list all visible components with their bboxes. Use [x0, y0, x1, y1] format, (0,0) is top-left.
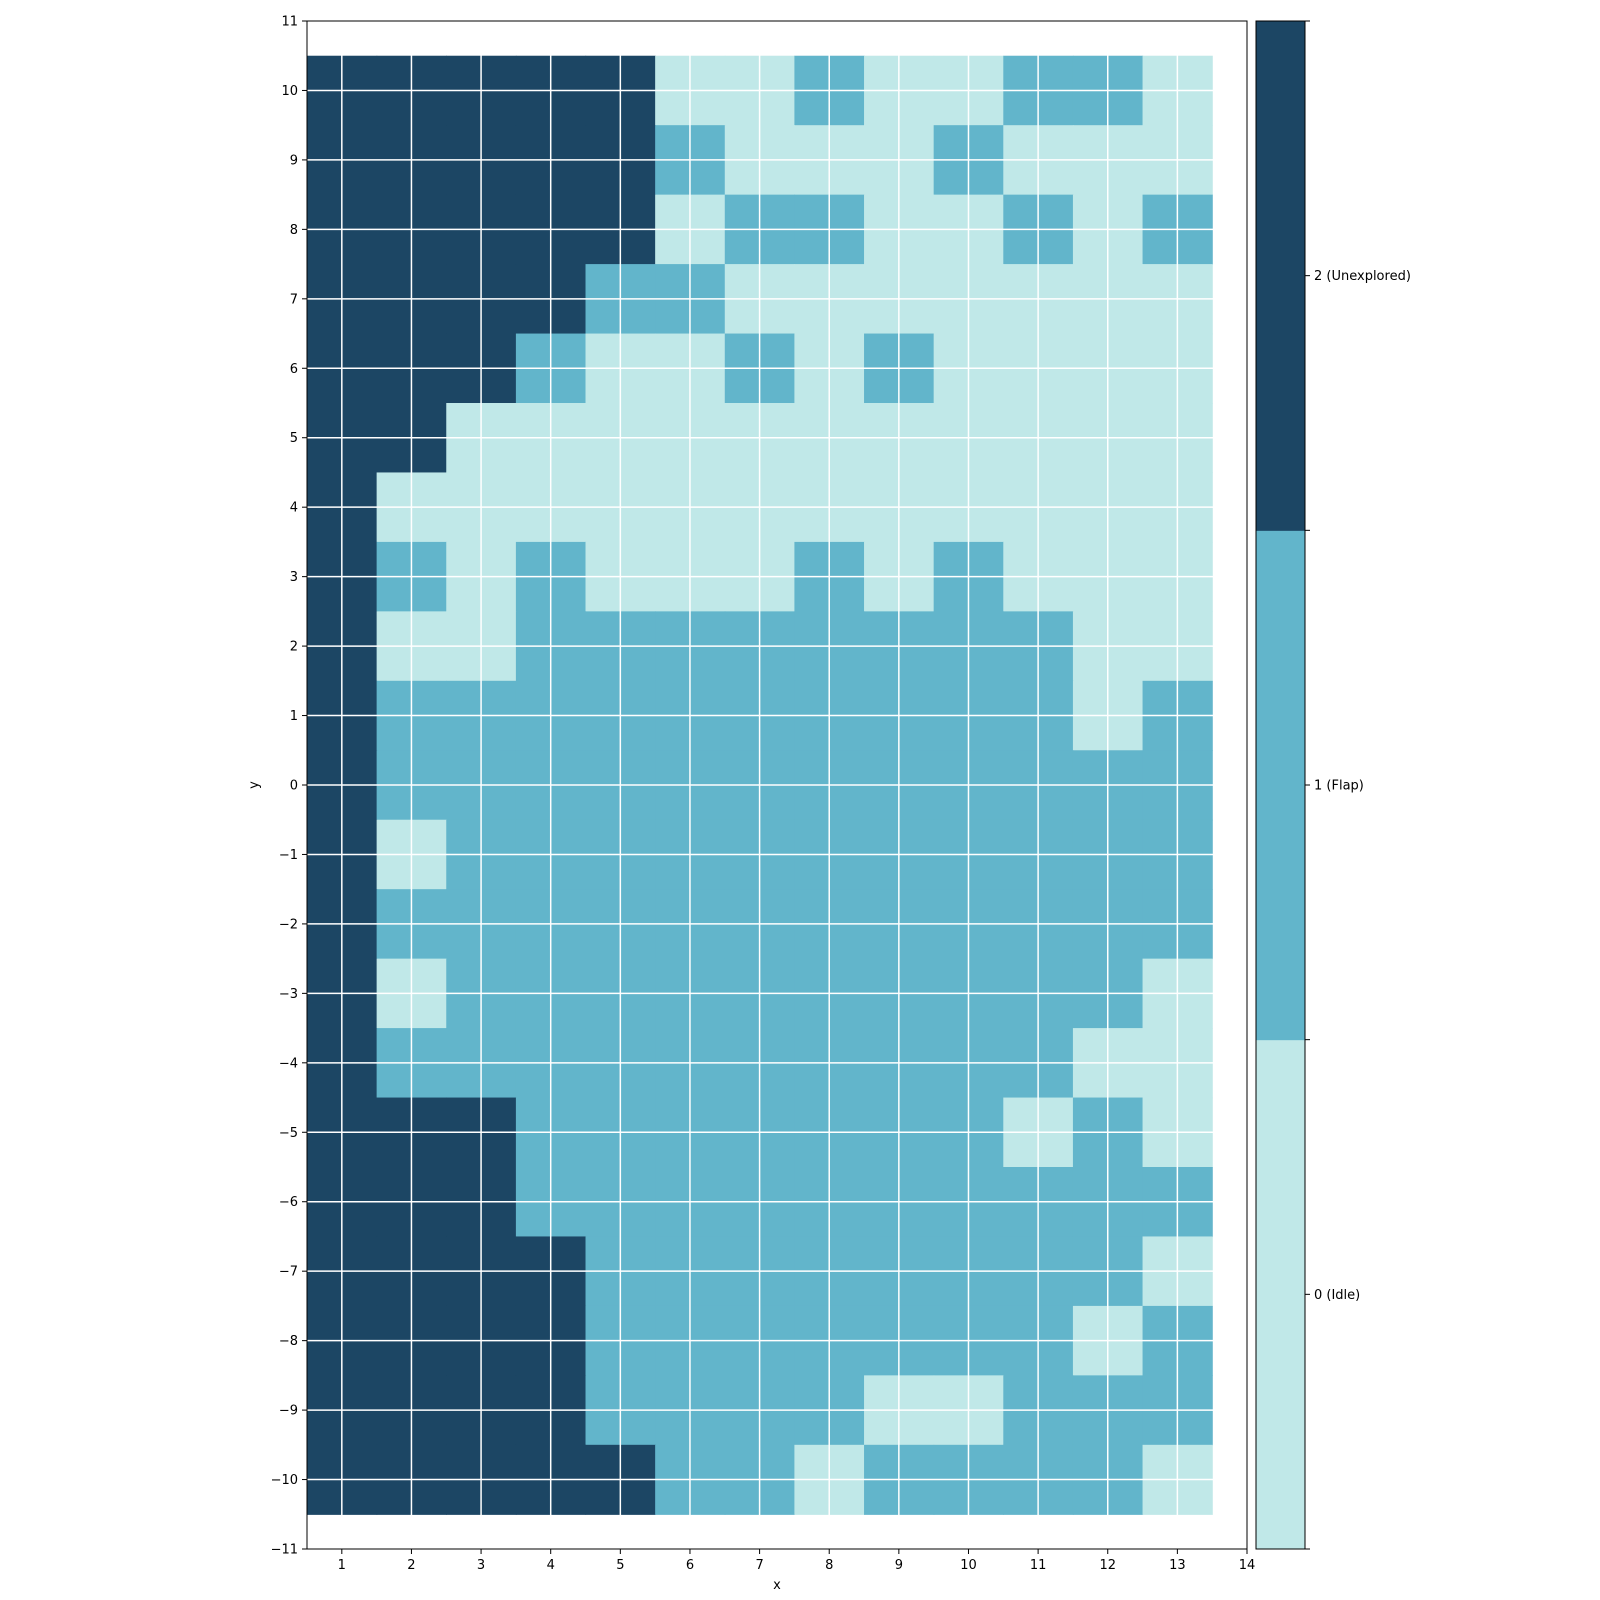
x-axis-label: x: [773, 1578, 781, 1593]
y-tick-label: −11: [271, 1543, 298, 1558]
y-tick-label: 11: [281, 15, 298, 30]
x-tick-label: 11: [1030, 1558, 1047, 1573]
x-tick-label: 9: [895, 1558, 903, 1573]
x-tick-label: 8: [825, 1558, 833, 1573]
y-tick-label: −4: [279, 1056, 298, 1071]
x-tick-label: 10: [960, 1558, 977, 1573]
x-tick-label: 4: [547, 1558, 555, 1573]
x-tick-label: 14: [1239, 1558, 1256, 1573]
y-tick-label: −2: [279, 917, 298, 932]
colorbar-tick-label: 2 (Unexplored): [1314, 269, 1411, 284]
y-tick-label: 0: [290, 779, 298, 794]
y-tick-label: 7: [290, 292, 298, 307]
x-tick-label: 7: [755, 1558, 763, 1573]
x-tick-label: 6: [686, 1558, 694, 1573]
y-tick-label: 1: [290, 709, 298, 724]
colorbar-segment: [1256, 1039, 1305, 1550]
grid-lines: [307, 21, 1247, 1549]
y-tick-label: −1: [279, 848, 298, 863]
x-tick-label: 2: [407, 1558, 415, 1573]
y-tick-label: 3: [290, 570, 298, 585]
y-tick-label: −5: [279, 1126, 298, 1141]
y-tick-label: 6: [290, 362, 298, 377]
y-tick-label: 9: [290, 153, 298, 168]
y-tick-label: −3: [279, 987, 298, 1002]
y-tick-label: 8: [290, 223, 298, 238]
x-axis: 1 2 3 4 5 6 7 8 9 10 11 12 13 14: [338, 1549, 1256, 1573]
y-tick-label: −9: [279, 1404, 298, 1419]
x-tick-label: 3: [477, 1558, 485, 1573]
y-axis-label: y: [247, 781, 262, 789]
y-tick-label: −6: [279, 1195, 298, 1210]
x-tick-label: 5: [616, 1558, 624, 1573]
y-tick-label: 4: [290, 501, 298, 516]
colorbar-tick-label: 0 (Idle): [1314, 1288, 1360, 1303]
colorbar: 0 (Idle) 1 (Flap) 2 (Unexplored): [1255, 20, 1411, 1550]
y-tick-label: 10: [281, 84, 298, 99]
x-tick-label: 13: [1169, 1558, 1186, 1573]
y-tick-label: −7: [279, 1265, 298, 1280]
x-tick-label: 12: [1099, 1558, 1116, 1573]
y-tick-label: −10: [271, 1473, 298, 1488]
colorbar-segment: [1256, 530, 1305, 1041]
y-tick-label: 5: [290, 431, 298, 446]
x-tick-label: 1: [338, 1558, 346, 1573]
colorbar-segment: [1256, 21, 1305, 531]
y-tick-label: 2: [290, 640, 298, 655]
colorbar-tick-label: 1 (Flap): [1314, 779, 1364, 794]
y-tick-label: −8: [279, 1334, 298, 1349]
